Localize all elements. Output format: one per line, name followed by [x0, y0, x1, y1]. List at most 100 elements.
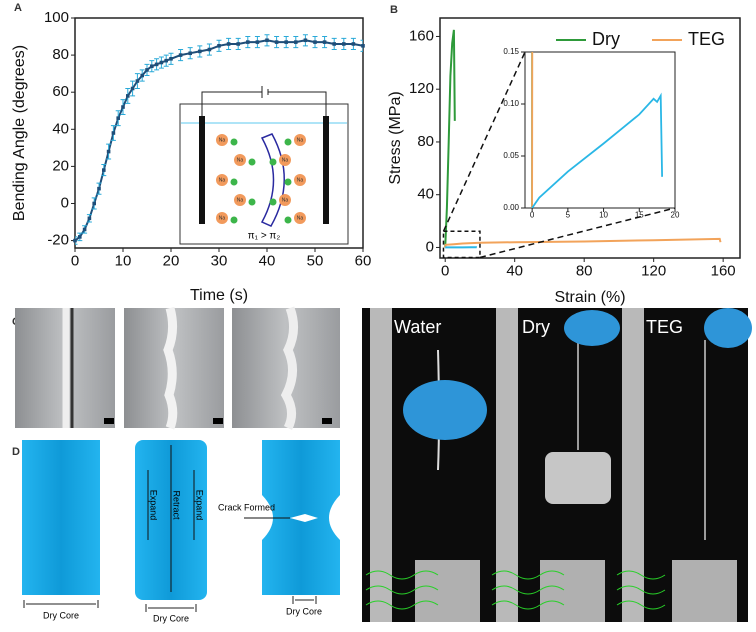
x-tick-label: 0 [441, 262, 449, 279]
marker [78, 235, 82, 239]
x-tick-label: 10 [599, 210, 608, 219]
scale-bar [104, 418, 114, 424]
dimension [293, 596, 316, 604]
marker [155, 63, 159, 67]
panel-e: Water Dry TEG [362, 308, 752, 622]
y-tick-label: 0.10 [503, 99, 519, 108]
panel-c [15, 308, 340, 428]
marker [73, 239, 77, 243]
y-axis-label: Bending Angle (degrees) [11, 45, 28, 221]
x-tick-label: 15 [635, 210, 644, 219]
dry-core-label: Dry Core [43, 610, 79, 620]
inset-bg [525, 52, 675, 208]
osmotic-label: π₁ > π₂ [248, 231, 281, 242]
dry-core-label: Dry Core [153, 613, 189, 623]
marker [164, 59, 168, 63]
marker [208, 48, 212, 52]
anion [270, 159, 277, 166]
expand-label: Expand [195, 490, 205, 521]
marker [169, 57, 173, 61]
ion-label: Na [297, 177, 304, 183]
y-tick-label: 0.05 [503, 151, 519, 160]
marker [304, 38, 308, 42]
marker [121, 105, 125, 109]
marker [284, 40, 288, 44]
marker [112, 131, 116, 135]
data-line [445, 30, 455, 248]
anion [231, 179, 238, 186]
anion [285, 139, 292, 146]
dry-core-label: Dry Core [286, 606, 322, 616]
glove [403, 380, 487, 440]
marker [323, 40, 327, 44]
ion-label: Na [297, 137, 304, 143]
panel-d: Dry Core Expand Retract Expand Dry Core … [22, 440, 340, 623]
marker [88, 217, 92, 221]
x-tick-label: 40 [259, 252, 276, 269]
x-tick-label: 30 [211, 252, 228, 269]
marker [294, 40, 298, 44]
marker [145, 68, 149, 72]
ion-label: Na [237, 197, 244, 203]
y-tick-label: 80 [52, 46, 69, 63]
x-tick-label: 0 [71, 252, 79, 269]
y-tick-label: 0 [426, 238, 434, 255]
dimension [146, 604, 196, 612]
anion [231, 217, 238, 224]
y-tick-label: 40 [417, 186, 434, 203]
marker [107, 150, 111, 154]
marker [198, 50, 202, 54]
anion [270, 199, 277, 206]
x-tick-label: 0 [530, 210, 535, 219]
x-tick-label: 120 [641, 262, 666, 279]
marker [256, 40, 260, 44]
marker [361, 44, 365, 48]
marker [92, 202, 96, 206]
anion [249, 159, 256, 166]
marker [227, 42, 231, 46]
ion-label: Na [219, 137, 226, 143]
marker [188, 51, 192, 55]
scale-bar [213, 418, 223, 424]
dimension [24, 600, 98, 608]
y-tick-label: 20 [52, 157, 69, 174]
marker [150, 64, 154, 68]
marker [265, 38, 269, 42]
x-tick-label: 50 [307, 252, 324, 269]
legend-label: Dry [592, 29, 620, 49]
ruler [496, 308, 518, 622]
data-line [445, 239, 720, 248]
x-tick-label: 5 [566, 210, 571, 219]
x-tick-label: 40 [506, 262, 523, 279]
anion [249, 199, 256, 206]
expand-label: Expand [149, 490, 159, 521]
marker [102, 168, 106, 172]
marker [332, 42, 336, 46]
marker [116, 116, 120, 120]
marker [313, 40, 317, 44]
y-tick-label: 0 [61, 194, 69, 211]
anion [231, 139, 238, 146]
y-tick-label: 60 [52, 83, 69, 100]
condition-label: Dry [522, 317, 550, 337]
crack-label: Crack Formed [218, 502, 275, 512]
marker [97, 187, 101, 191]
clamp [540, 560, 605, 622]
x-axis-label: Time (s) [190, 287, 248, 304]
glove [564, 310, 620, 346]
y-tick-label: 120 [409, 80, 434, 97]
electrode [323, 116, 329, 224]
y-tick-label: 0.15 [503, 47, 519, 56]
clamp [672, 560, 737, 622]
x-tick-label: 160 [711, 262, 736, 279]
x-tick-label: 20 [671, 210, 680, 219]
fiber [168, 308, 173, 428]
x-tick-label: 80 [576, 262, 593, 279]
y-tick-label: -20 [47, 232, 69, 249]
marker [179, 53, 183, 57]
condition-label: TEG [646, 317, 683, 337]
photo [232, 308, 340, 428]
panel-label: D [12, 446, 20, 458]
fiber-dry [22, 440, 100, 595]
